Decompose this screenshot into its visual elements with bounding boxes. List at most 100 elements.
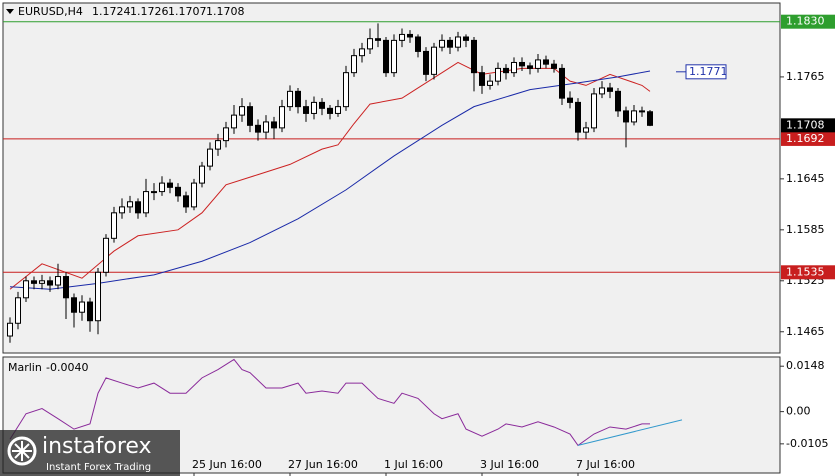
level-label: 1.1535	[786, 265, 825, 278]
candle-body	[79, 301, 85, 313]
candle-body	[15, 297, 21, 324]
candle-body	[351, 55, 357, 74]
x-tick-label: 7 Jul 16:00	[576, 458, 635, 471]
candle-body	[647, 111, 653, 126]
candle-body	[495, 67, 501, 82]
y-tick-label: 1.1645	[786, 172, 825, 185]
watermark-title: instaforex	[42, 434, 152, 459]
candle-body	[263, 121, 269, 133]
close: 1.1708	[206, 5, 245, 18]
candle-body	[7, 322, 13, 337]
open: 1.1724	[92, 5, 131, 18]
candle-body	[583, 127, 589, 133]
candle-body	[527, 65, 533, 69]
candle-body	[143, 191, 149, 214]
level-box	[781, 14, 835, 29]
candle-body	[343, 72, 349, 108]
candle-body	[119, 206, 125, 214]
candle-body	[111, 212, 117, 239]
candle-body	[103, 237, 109, 273]
candle-body	[215, 140, 221, 150]
candle-body	[359, 48, 365, 57]
candle-body	[39, 280, 45, 284]
candle-body	[463, 36, 469, 41]
x-tick-label: 1 Jul 16:00	[384, 458, 443, 471]
candle-body	[231, 114, 237, 129]
candle-body	[423, 50, 429, 75]
level-box	[781, 265, 835, 280]
candle-body	[135, 201, 141, 214]
candle-body	[591, 93, 597, 129]
candle-body	[623, 110, 629, 123]
candle-body	[567, 97, 573, 103]
candle-body	[175, 186, 181, 197]
candle-body	[279, 106, 285, 129]
candle-body	[287, 90, 293, 108]
candle-body	[167, 182, 173, 188]
candle-body	[615, 90, 621, 112]
trendline	[577, 419, 683, 446]
candle-body	[191, 182, 197, 208]
candle-body	[303, 106, 309, 114]
last-price: 1.1708	[786, 118, 825, 131]
candle-body	[319, 101, 325, 109]
level-label: 1.1692	[786, 132, 825, 145]
y-tick-label: 1.1465	[786, 325, 825, 338]
candle-body	[255, 124, 261, 133]
candle-body	[367, 38, 373, 50]
level-label: 1.1830	[786, 15, 825, 28]
low: 1.1707	[168, 5, 207, 18]
candle-body	[95, 271, 101, 322]
indicator-name: Marlin	[8, 361, 42, 374]
candle-body	[375, 38, 381, 41]
candle-body	[311, 101, 317, 114]
candle-body	[431, 46, 437, 75]
candle-body	[607, 87, 613, 92]
last-price-box	[781, 118, 835, 133]
indicator-line	[9, 358, 650, 447]
candle-body	[327, 107, 333, 114]
x-tick-label: 25 Jun 16:00	[192, 458, 262, 471]
candle-body	[71, 297, 77, 313]
indicator-tick-label: 0.0148	[786, 359, 825, 372]
x-tick-label: 3 Jul 16:00	[480, 458, 539, 471]
candle-body	[159, 182, 165, 193]
watermark: instaforex Instant Forex Trading	[0, 430, 180, 476]
candle-body	[207, 148, 213, 167]
symbol: EURUSD,H4	[18, 5, 83, 18]
indicator-tick-label: -0.0105	[786, 437, 828, 450]
candle-body	[511, 61, 517, 74]
candle-body	[199, 165, 205, 184]
candle-body	[479, 72, 485, 86]
indicator-tick-label: 0.00	[786, 405, 811, 418]
candle-body	[399, 33, 405, 41]
candle-body	[575, 101, 581, 133]
x-tick-label: 27 Jun 16:00	[288, 458, 358, 471]
candle-body	[535, 59, 541, 69]
candle-body	[447, 39, 453, 48]
price-label: 1.1771	[689, 65, 728, 78]
watermark-subtitle: Instant Forex Trading	[46, 462, 151, 473]
candle-body	[519, 61, 525, 67]
candle-body	[295, 90, 301, 108]
candle-body	[559, 67, 565, 99]
watermark-logo	[7, 436, 37, 466]
candle-body	[551, 63, 557, 69]
y-tick-label: 1.1585	[786, 223, 825, 236]
candle-body	[247, 106, 253, 126]
watermark-logo-rays	[12, 441, 32, 461]
candle-body	[335, 106, 341, 114]
candle-body	[391, 39, 397, 74]
candle-body	[455, 36, 461, 48]
candle-body	[31, 280, 37, 284]
candle-body	[47, 280, 53, 286]
watermark-bg	[0, 430, 180, 476]
candle-body	[639, 110, 645, 113]
candle-body	[487, 80, 493, 86]
candle-body	[503, 67, 509, 74]
candle-body	[223, 127, 229, 142]
level-box	[781, 131, 835, 146]
candle-body	[415, 36, 421, 52]
candle-body	[87, 301, 93, 322]
